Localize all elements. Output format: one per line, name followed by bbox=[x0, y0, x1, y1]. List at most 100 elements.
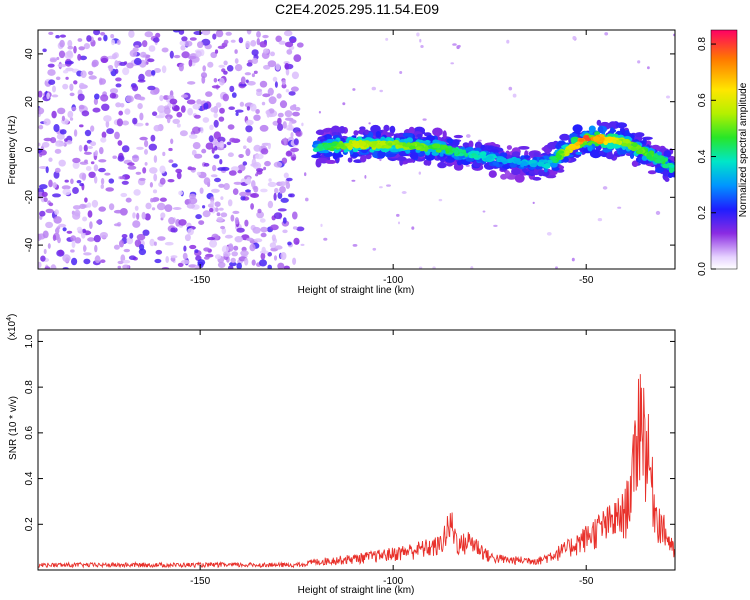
speckle-cell bbox=[420, 45, 423, 48]
x-tick-label: -150 bbox=[190, 275, 210, 286]
noise-cell bbox=[244, 220, 248, 227]
ridge-cell bbox=[454, 150, 458, 154]
speckle-cell bbox=[656, 211, 660, 215]
noise-cell bbox=[292, 72, 299, 80]
noise-cell bbox=[209, 125, 214, 131]
noise-cell bbox=[246, 238, 254, 242]
ridge-cell bbox=[399, 142, 403, 145]
noise-cell bbox=[122, 121, 129, 126]
noise-cell bbox=[235, 110, 244, 113]
noise-cell bbox=[85, 130, 91, 136]
noise-cell bbox=[65, 180, 69, 183]
noise-cell bbox=[194, 115, 201, 119]
noise-cell bbox=[173, 207, 182, 210]
noise-cell bbox=[128, 166, 137, 170]
speckle-cell bbox=[572, 36, 576, 40]
noise-cell bbox=[95, 150, 98, 156]
noise-cell bbox=[268, 182, 277, 187]
noise-cell bbox=[214, 178, 221, 182]
ridge-cell bbox=[330, 143, 337, 147]
noise-cell bbox=[206, 143, 214, 150]
snr-y-multiplier: (x104) bbox=[6, 314, 18, 341]
noise-cell bbox=[139, 113, 143, 121]
noise-cell bbox=[134, 45, 139, 48]
noise-cell bbox=[39, 184, 48, 189]
noise-cell bbox=[170, 139, 173, 145]
noise-cell bbox=[155, 115, 163, 118]
noise-cell bbox=[53, 234, 56, 241]
noise-cell bbox=[87, 202, 91, 207]
noise-cell bbox=[239, 37, 243, 43]
noise-cell bbox=[157, 236, 165, 241]
noise-cell bbox=[229, 138, 236, 143]
noise-cell bbox=[98, 159, 106, 162]
noise-cell bbox=[137, 103, 142, 109]
noise-cell bbox=[154, 155, 157, 163]
ridge-cell bbox=[572, 144, 576, 148]
noise-cell bbox=[47, 69, 55, 76]
noise-cell bbox=[55, 168, 61, 173]
ridge-cell bbox=[352, 143, 357, 147]
ridge-cell bbox=[411, 143, 416, 146]
y-tick-label: 40 bbox=[24, 48, 35, 60]
noise-cell bbox=[168, 159, 173, 163]
colorbar-label: Normalized spectral amplitude bbox=[738, 82, 749, 217]
noise-cell bbox=[180, 45, 185, 50]
ridge-cell bbox=[589, 125, 596, 132]
ridge-cell bbox=[547, 160, 553, 164]
noise-cell bbox=[219, 117, 225, 122]
noise-cell bbox=[190, 37, 197, 40]
noise-cell bbox=[109, 203, 114, 210]
noise-cell bbox=[253, 115, 260, 121]
noise-cell bbox=[38, 91, 43, 98]
noise-cell bbox=[135, 206, 139, 211]
noise-cell bbox=[292, 157, 296, 161]
speckle-cell bbox=[456, 45, 459, 49]
noise-cell bbox=[173, 105, 179, 111]
noise-cell bbox=[100, 32, 105, 36]
noise-cell bbox=[231, 251, 238, 256]
noise-cell bbox=[277, 93, 282, 98]
noise-cell bbox=[78, 46, 85, 50]
noise-cell bbox=[77, 54, 81, 61]
noise-cell bbox=[156, 250, 163, 255]
noise-cell bbox=[227, 142, 232, 146]
speckle-cell bbox=[452, 43, 457, 46]
x-tick-label: -50 bbox=[579, 576, 594, 587]
noise-cell bbox=[235, 217, 239, 224]
noise-cell bbox=[176, 112, 182, 118]
noise-cell bbox=[69, 84, 73, 91]
noise-cell bbox=[209, 240, 217, 248]
noise-cell bbox=[203, 247, 210, 251]
noise-cell bbox=[195, 214, 202, 219]
noise-cell bbox=[39, 211, 45, 217]
noise-cell bbox=[101, 58, 108, 63]
noise-cell bbox=[56, 77, 61, 81]
noise-cell bbox=[79, 124, 84, 127]
noise-cell bbox=[192, 127, 201, 134]
noise-cell bbox=[154, 242, 157, 246]
noise-cell bbox=[198, 220, 204, 225]
ridge-cell bbox=[390, 126, 396, 134]
ridge-cell bbox=[505, 170, 510, 176]
noise-cell bbox=[64, 138, 68, 142]
noise-cell bbox=[205, 91, 212, 97]
ridge-cell bbox=[388, 142, 393, 145]
noise-cell bbox=[53, 216, 61, 224]
noise-cell bbox=[114, 210, 123, 214]
noise-cell bbox=[264, 161, 271, 166]
noise-cell bbox=[270, 242, 276, 248]
noise-cell bbox=[82, 110, 90, 116]
ridge-cell bbox=[323, 144, 328, 149]
ridge-cell bbox=[613, 139, 617, 144]
noise-cell bbox=[279, 181, 286, 186]
noise-cell bbox=[84, 197, 88, 202]
noise-cell bbox=[160, 212, 165, 218]
noise-cell bbox=[159, 95, 163, 101]
speckle-cell bbox=[637, 60, 640, 63]
noise-cell bbox=[240, 250, 249, 256]
noise-cell bbox=[223, 61, 227, 66]
noise-cell bbox=[145, 123, 148, 126]
noise-cell bbox=[274, 212, 282, 219]
noise-cell bbox=[278, 208, 287, 211]
